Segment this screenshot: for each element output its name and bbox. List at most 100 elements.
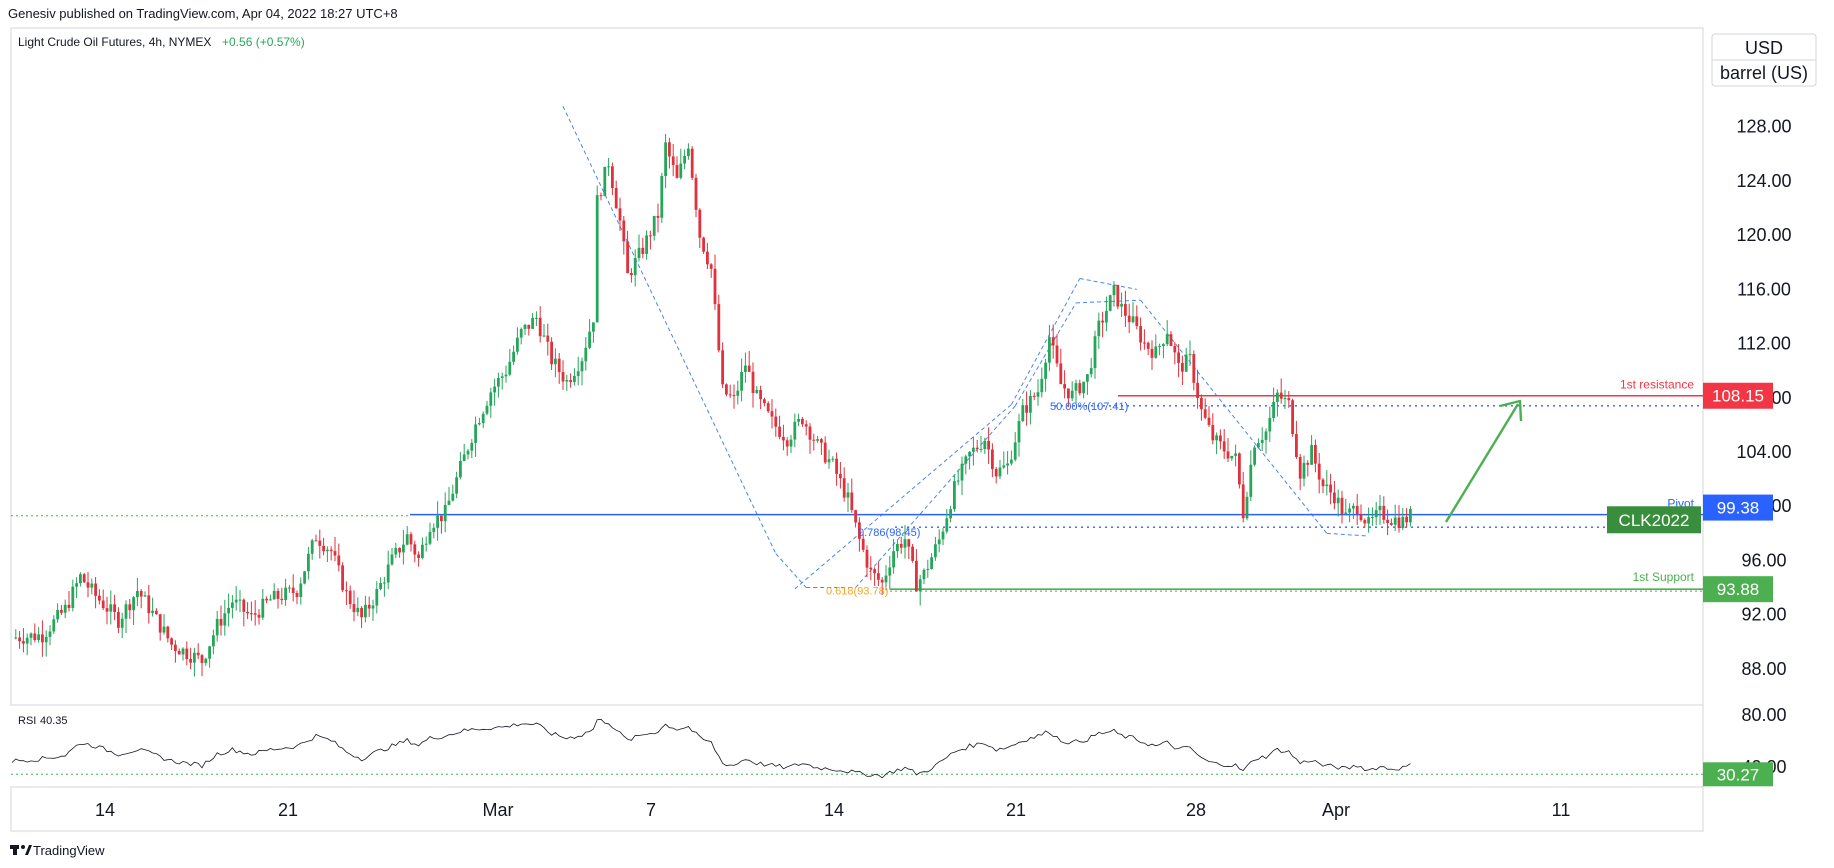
candle-body: [922, 569, 926, 580]
price-tick-label: 92.00: [1741, 605, 1786, 625]
candle-body: [512, 351, 515, 362]
candle-body: [261, 598, 265, 618]
candle-body: [1116, 284, 1120, 307]
candlestick-series[interactable]: [14, 133, 1412, 677]
candle-body: [865, 549, 869, 568]
candle-body: [318, 540, 322, 546]
candle-body: [778, 426, 781, 437]
candle-body: [314, 540, 318, 542]
fib-786-label: 0.786(98.45): [858, 527, 920, 539]
price-tick-label: 112.00: [1737, 334, 1791, 354]
candle-body: [918, 579, 922, 592]
candle-body: [721, 350, 724, 385]
candle-body: [1074, 383, 1078, 391]
candle-body: [459, 460, 462, 478]
candle-body: [702, 237, 705, 252]
time-tick-label: 28: [1186, 800, 1206, 820]
candle-body: [1344, 512, 1348, 514]
candle-body: [1200, 398, 1203, 410]
candle-body: [835, 458, 838, 474]
candle-body: [774, 416, 778, 427]
candle-body: [398, 548, 401, 553]
candle-body: [455, 477, 458, 494]
fib-50-label: 50.00%(107.41): [1050, 401, 1128, 413]
candle-body: [1124, 303, 1127, 316]
candle-body: [732, 395, 736, 397]
price-tick-label: 120.00: [1736, 225, 1791, 245]
candle-body: [1245, 496, 1249, 519]
candle-body: [557, 358, 561, 373]
candle-body: [174, 644, 177, 651]
candle-body: [1143, 342, 1146, 344]
candle-body: [284, 587, 287, 601]
candle-body: [888, 567, 892, 576]
candle-body: [937, 539, 941, 545]
candle-body: [1165, 334, 1169, 345]
candle-body: [930, 557, 933, 569]
tradingview-logo[interactable]: TradingView: [10, 843, 105, 858]
chart-frame: [10, 27, 1704, 706]
candle-body: [295, 592, 299, 598]
candle-body: [166, 626, 170, 639]
candle-body: [299, 583, 303, 598]
candle-body: [1013, 442, 1017, 460]
candle-body: [987, 440, 990, 450]
candle-body: [1279, 392, 1283, 399]
candle-body: [360, 607, 363, 618]
projection-arrow[interactable]: [1444, 399, 1523, 523]
candle-body: [1059, 363, 1063, 385]
symbol-tag[interactable]: CLK2022: [1607, 506, 1701, 534]
candle-body: [801, 418, 804, 425]
time-tick-label: Apr: [1322, 800, 1350, 820]
candle-body: [303, 571, 306, 584]
support-price-badge: 93.88: [1703, 576, 1773, 603]
candle-body: [1291, 400, 1294, 435]
candle-body: [307, 553, 310, 572]
candle-body: [1333, 492, 1336, 504]
candle-body: [341, 565, 344, 591]
candle-body: [618, 208, 622, 221]
time-tick-label: 14: [824, 800, 844, 820]
candle-body: [1302, 462, 1306, 479]
candle-body: [371, 605, 375, 609]
resistance-price-badge: 108.15: [1703, 382, 1773, 409]
candle-body: [1238, 453, 1241, 485]
zigzag-segment: [562, 106, 777, 554]
candle-body: [709, 264, 713, 269]
rsi-value-badge: 30.27: [1703, 762, 1773, 787]
candle-body: [934, 544, 937, 558]
candle-body: [231, 602, 234, 608]
pivot-badge-bg: [1703, 494, 1773, 521]
candle-body: [18, 637, 21, 642]
candle-body: [52, 619, 56, 632]
candle-body: [580, 361, 584, 372]
candle-body: [698, 209, 702, 238]
symbol-title[interactable]: Light Crude Oil Futures, 4h, NYMEX: [18, 35, 211, 49]
candle-body: [972, 447, 975, 452]
candle-body: [1352, 505, 1355, 509]
symbol-change: +0.56 (+0.57%): [222, 35, 305, 49]
published-by: Genesiv published on TradingView.com, Ap…: [8, 6, 398, 21]
rsi-label[interactable]: RSI: [18, 715, 36, 727]
candle-body: [763, 399, 766, 404]
candle-body: [86, 582, 90, 588]
candle-body: [1192, 354, 1196, 383]
rsi-line[interactable]: [11, 718, 1411, 779]
candle-body: [1154, 346, 1158, 358]
zigzag-segment: [855, 405, 1016, 588]
candle-body: [436, 515, 439, 528]
candle-body: [531, 317, 534, 329]
candle-body: [447, 500, 451, 505]
candle-body: [717, 304, 721, 351]
candle-body: [1363, 520, 1367, 524]
candle-body: [816, 439, 819, 441]
rsi-badge-bg: [1703, 762, 1773, 787]
candle-body: [538, 317, 542, 337]
candle-body: [785, 440, 789, 447]
candle-body: [432, 527, 436, 532]
candle-body: [181, 648, 185, 655]
candle-body: [903, 539, 907, 548]
candle-body: [523, 324, 527, 330]
candle-body: [607, 166, 610, 168]
